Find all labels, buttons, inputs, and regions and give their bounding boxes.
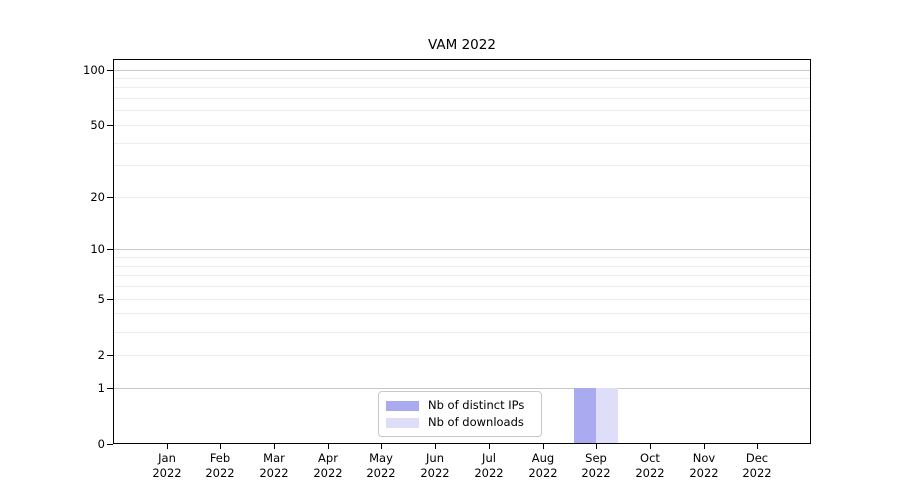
chart-title: VAM 2022 bbox=[428, 37, 496, 53]
x-tick-mark bbox=[220, 444, 221, 449]
x-tick-label: Jun 2022 bbox=[420, 451, 450, 480]
y-tick-label: 10 bbox=[90, 242, 105, 256]
y-tick-label: 1 bbox=[97, 381, 105, 395]
x-tick-label: Aug 2022 bbox=[528, 451, 558, 480]
y-tick-mark bbox=[107, 355, 113, 356]
legend-label-downloads: Nb of downloads bbox=[428, 415, 524, 429]
y-tick-mark bbox=[107, 197, 113, 198]
x-tick-label: Apr 2022 bbox=[313, 451, 343, 480]
legend-box: Nb of distinct IPs Nb of downloads bbox=[378, 391, 542, 437]
y-tick-label: 2 bbox=[97, 348, 105, 362]
gridline-minor bbox=[114, 313, 810, 314]
x-tick-mark bbox=[274, 444, 275, 449]
y-tick-label: 50 bbox=[90, 118, 105, 132]
gridline-minor bbox=[114, 78, 810, 79]
x-tick-mark bbox=[328, 444, 329, 449]
y-tick-mark bbox=[107, 388, 113, 389]
gridline-major bbox=[114, 388, 810, 389]
gridline-minor bbox=[114, 286, 810, 287]
x-tick-mark bbox=[543, 444, 544, 449]
x-tick-label: Feb 2022 bbox=[205, 451, 235, 480]
legend-entry-downloads: Nb of downloads bbox=[386, 415, 533, 430]
gridline-minor bbox=[114, 355, 810, 356]
x-tick-label: Oct 2022 bbox=[635, 451, 665, 480]
x-tick-mark bbox=[650, 444, 651, 449]
gridline-minor bbox=[114, 197, 810, 198]
gridline-minor bbox=[114, 165, 810, 166]
y-tick-mark bbox=[107, 249, 113, 250]
y-tick-mark bbox=[107, 444, 113, 445]
bar-sep-distinct-ips bbox=[574, 388, 596, 443]
bar-sep-downloads bbox=[596, 388, 618, 443]
gridline-minor bbox=[114, 257, 810, 258]
x-tick-label: Jul 2022 bbox=[474, 451, 504, 480]
x-tick-mark bbox=[596, 444, 597, 449]
y-tick-mark bbox=[107, 125, 113, 126]
x-tick-mark bbox=[489, 444, 490, 449]
y-tick-mark bbox=[107, 299, 113, 300]
legend-entry-distinct-ips: Nb of distinct IPs bbox=[386, 398, 533, 413]
gridline-minor bbox=[114, 332, 810, 333]
plot-area bbox=[113, 59, 811, 444]
gridline-major bbox=[114, 70, 810, 71]
y-tick-label: 5 bbox=[97, 292, 105, 306]
x-tick-mark bbox=[381, 444, 382, 449]
x-tick-label: Jan 2022 bbox=[152, 451, 182, 480]
gridline-minor bbox=[114, 110, 810, 111]
gridline-minor bbox=[114, 299, 810, 300]
gridline-minor bbox=[114, 266, 810, 267]
x-tick-mark bbox=[167, 444, 168, 449]
legend-swatch-distinct-ips bbox=[386, 400, 419, 411]
x-tick-label: Sep 2022 bbox=[581, 451, 611, 480]
x-tick-label: May 2022 bbox=[366, 451, 396, 480]
x-tick-mark bbox=[704, 444, 705, 449]
gridline-minor bbox=[114, 125, 810, 126]
gridline-minor bbox=[114, 143, 810, 144]
gridline-minor bbox=[114, 87, 810, 88]
y-tick-mark bbox=[107, 70, 113, 71]
y-tick-label: 0 bbox=[97, 437, 105, 451]
y-tick-label: 100 bbox=[83, 63, 105, 77]
x-tick-label: Nov 2022 bbox=[689, 451, 719, 480]
gridline-major bbox=[114, 249, 810, 250]
x-tick-label: Dec 2022 bbox=[742, 451, 772, 480]
gridline-minor bbox=[114, 275, 810, 276]
legend-label-distinct-ips: Nb of distinct IPs bbox=[428, 398, 525, 412]
x-tick-mark bbox=[757, 444, 758, 449]
x-tick-label: Mar 2022 bbox=[259, 451, 289, 480]
legend-swatch-downloads bbox=[386, 417, 419, 428]
y-tick-label: 20 bbox=[90, 190, 105, 204]
x-tick-mark bbox=[435, 444, 436, 449]
gridline-minor bbox=[114, 98, 810, 99]
